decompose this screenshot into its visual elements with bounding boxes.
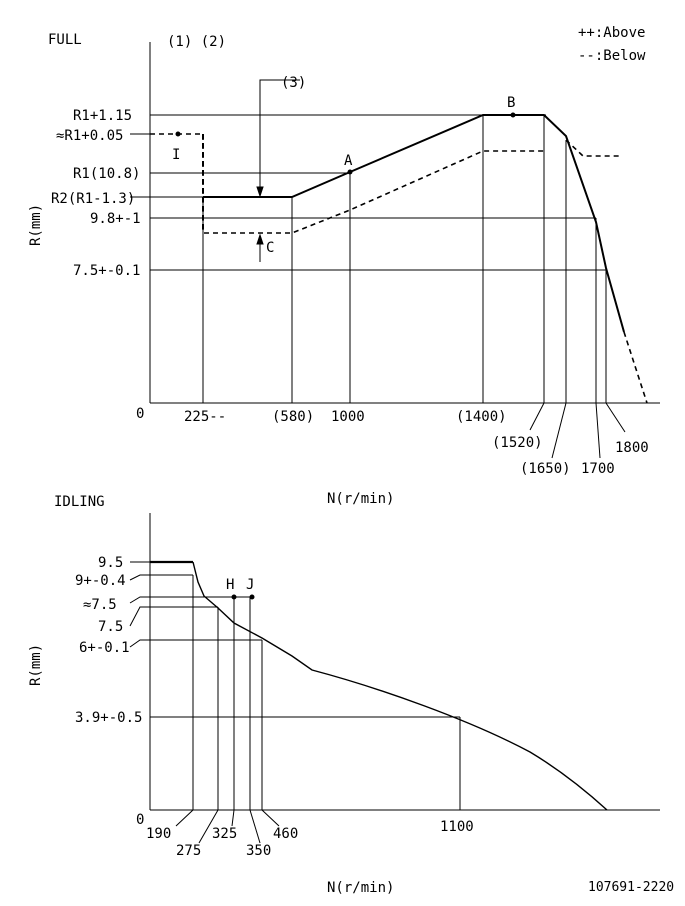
- idling-x-axis-label: N(r/min): [327, 880, 394, 896]
- full-x-tick-0: 225--: [184, 409, 226, 425]
- legend-below: --:Below: [578, 48, 646, 64]
- full-chart: [130, 42, 660, 459]
- full-y-tick-4: 9.8+-1: [90, 211, 141, 227]
- full-x-tick-5: (1650): [520, 461, 571, 477]
- legend-above: ++:Above: [578, 25, 645, 41]
- full-x-tick-7: 1800: [615, 440, 649, 456]
- full-y-tick-1: ≈R1+0.05: [56, 128, 123, 144]
- idling-point-h: H: [226, 577, 234, 593]
- idling-x-tick-4: 460: [273, 826, 298, 842]
- idling-chart: [129, 513, 660, 844]
- full-point-a: A: [344, 153, 353, 169]
- idling-y-tick-5: 3.9+-0.5: [75, 710, 142, 726]
- idling-point-j: J: [246, 577, 254, 593]
- idling-curve: [192, 561, 608, 811]
- idling-y-tick-3: 7.5: [98, 619, 123, 635]
- idling-y-axis-label: R(mm): [28, 644, 44, 686]
- idling-x-tick-2: 325: [212, 826, 237, 842]
- full-annotation-3: (3): [281, 75, 306, 91]
- full-x-tick-2: 1000: [331, 409, 365, 425]
- full-point-c: C: [266, 240, 274, 256]
- full-x-tick-3: (1400): [456, 409, 507, 425]
- full-x-axis-label: N(r/min): [327, 491, 394, 507]
- full-point-b: B: [507, 95, 515, 111]
- idling-origin: 0: [136, 812, 144, 828]
- full-origin: 0: [136, 406, 144, 422]
- idling-x-tick-3: 350: [246, 843, 271, 859]
- footer-code: 107691-2220: [588, 880, 674, 895]
- full-y-tick-5: 7.5+-0.1: [73, 263, 140, 279]
- idling-y-tick-1: 9+-0.4: [75, 573, 126, 589]
- idling-y-tick-4: 6+-0.1: [79, 640, 130, 656]
- full-above-curve: [203, 114, 625, 333]
- full-y-tick-2: R1(10.8): [73, 166, 140, 182]
- idling-x-tick-1: 275: [176, 843, 201, 859]
- idling-y-tick-2: ≈7.5: [83, 597, 117, 613]
- full-x-tick-4: (1520): [492, 435, 543, 451]
- full-x-tick-1: (580): [272, 409, 314, 425]
- full-y-tick-3: R2(R1-1.3): [51, 191, 135, 207]
- idling-y-tick-0: 9.5: [98, 555, 123, 571]
- full-notes-label: (1) (2): [167, 34, 226, 50]
- full-y-axis-label: R(mm): [28, 204, 44, 246]
- full-x-tick-6: 1700: [581, 461, 615, 477]
- full-section-label: FULL: [48, 32, 82, 48]
- idling-x-tick-5: 1100: [440, 819, 474, 835]
- full-point-i: I: [172, 147, 180, 163]
- idling-x-tick-0: 190: [146, 826, 171, 842]
- idling-section-label: IDLING: [54, 494, 105, 510]
- full-y-tick-0: R1+1.15: [73, 108, 132, 124]
